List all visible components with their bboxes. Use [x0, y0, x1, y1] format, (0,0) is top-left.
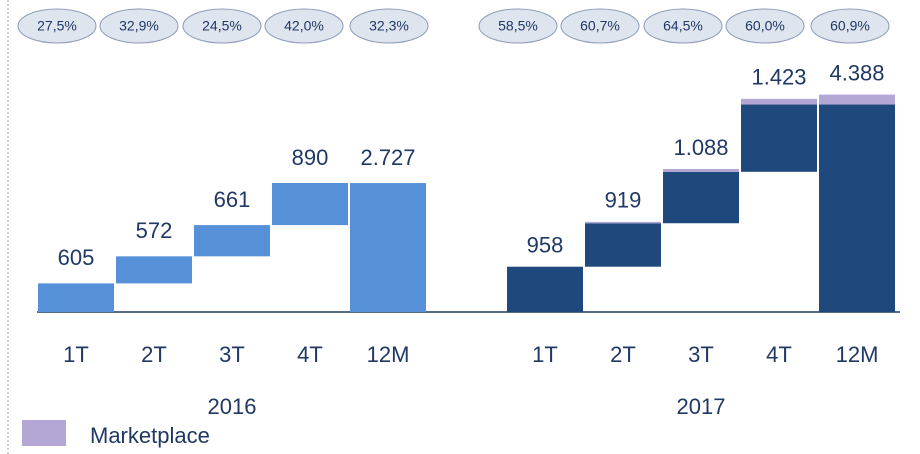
value-label: 890: [292, 145, 329, 170]
value-label: 1.423: [751, 65, 806, 90]
share-pill: [725, 8, 805, 44]
share-label: 60,9%: [830, 18, 870, 34]
share-pill: [810, 8, 890, 44]
year-label: 2016: [208, 394, 257, 419]
value-label: 1.088: [673, 135, 728, 160]
value-label: 919: [605, 188, 642, 213]
marketplace-segment: [663, 168, 739, 172]
share-label: 32,3%: [369, 18, 409, 34]
value-label: 661: [214, 187, 251, 212]
bar: [819, 104, 895, 312]
share-pill: [643, 8, 723, 44]
legend-label: Marketplace: [90, 423, 210, 448]
bar: [350, 183, 426, 312]
bar: [38, 283, 114, 312]
share-pill: [560, 8, 640, 44]
bar: [507, 266, 583, 312]
x-tick-label: 2T: [610, 342, 636, 367]
x-tick-label: 4T: [766, 342, 792, 367]
share-label: 24,5%: [202, 18, 242, 34]
x-tick-label: 1T: [63, 342, 89, 367]
x-tick-label: 2T: [141, 342, 167, 367]
share-pill: [17, 8, 97, 44]
x-tick-label: 4T: [297, 342, 323, 367]
share-label: 42,0%: [284, 18, 324, 34]
share-pill: [349, 8, 429, 44]
share-label: 58,5%: [498, 18, 538, 34]
bar: [663, 171, 739, 224]
marketplace-segment: [585, 221, 661, 224]
share-pill: [99, 8, 179, 44]
share-label: 60,0%: [745, 18, 785, 34]
bar: [585, 223, 661, 267]
value-label: 572: [136, 218, 173, 243]
value-label: 958: [527, 233, 564, 258]
marketplace-segment: [741, 98, 817, 105]
x-tick-label: 1T: [532, 342, 558, 367]
share-pill: [182, 8, 262, 44]
value-label: 605: [58, 245, 95, 270]
year-label: 2017: [677, 394, 726, 419]
x-tick-label: 3T: [219, 342, 245, 367]
share-label: 64,5%: [663, 18, 703, 34]
share-label: 32,9%: [119, 18, 159, 34]
value-label: 2.727: [360, 145, 415, 170]
share-pill: [264, 8, 344, 44]
bar: [741, 104, 817, 172]
value-label: 4.388: [829, 60, 884, 85]
marketplace-segment: [819, 94, 895, 105]
legend-swatch: [22, 420, 66, 446]
bar: [116, 256, 192, 284]
share-pill: [478, 8, 558, 44]
x-tick-label: 12M: [367, 342, 410, 367]
x-tick-label: 12M: [836, 342, 879, 367]
bar: [194, 225, 270, 257]
share-label: 60,7%: [580, 18, 620, 34]
share-label: 27,5%: [37, 18, 77, 34]
bar: [272, 183, 348, 226]
x-tick-label: 3T: [688, 342, 714, 367]
